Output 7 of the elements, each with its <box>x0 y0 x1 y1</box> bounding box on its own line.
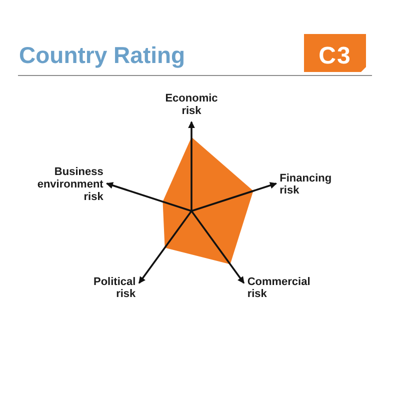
text: C3 <box>318 42 352 70</box>
spoke-label: Financing risk <box>280 172 332 197</box>
spoke-label: Business environment risk <box>37 166 104 203</box>
chart-title: Country Rating <box>19 42 186 68</box>
spoke-label: Political risk <box>94 276 137 300</box>
spoke-label: Economic risk <box>165 92 218 117</box>
spoke-label: Commercial risk <box>247 276 310 300</box>
